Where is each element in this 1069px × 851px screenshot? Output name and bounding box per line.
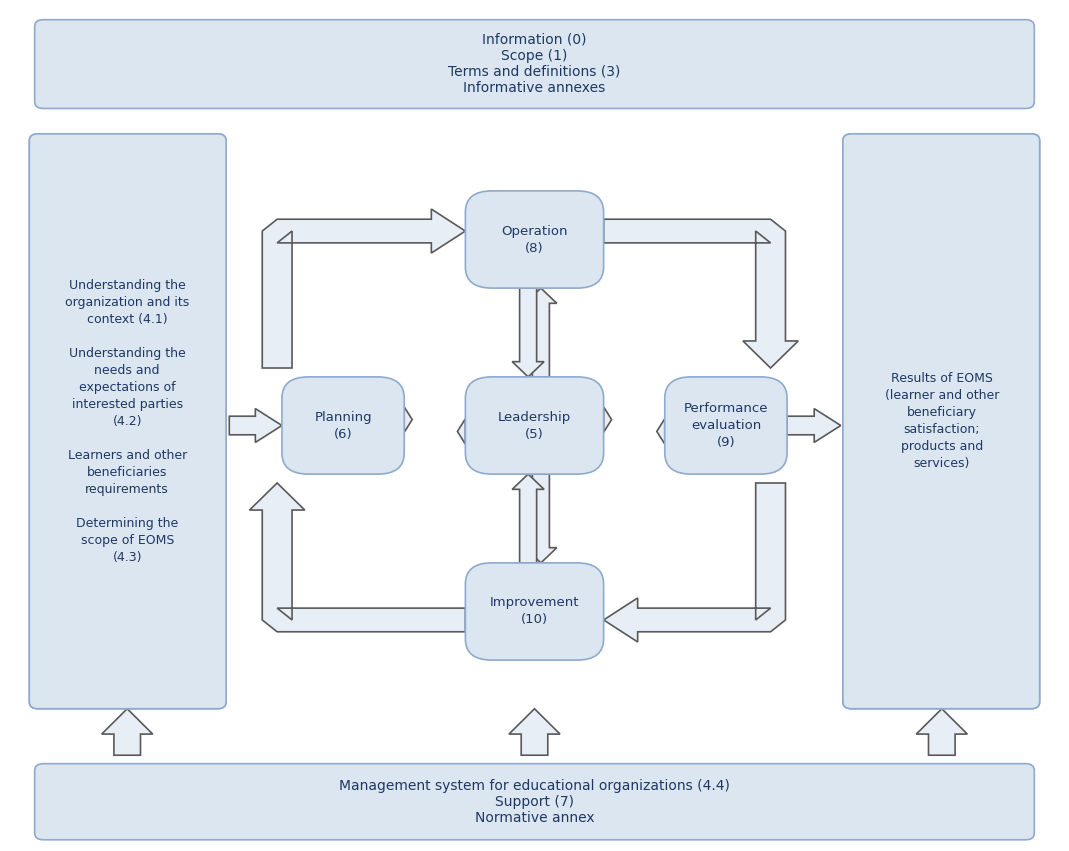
Text: Operation
(8): Operation (8) <box>501 225 568 254</box>
FancyBboxPatch shape <box>465 191 604 288</box>
Text: Results of EOMS
(learner and other
beneficiary
satisfaction;
products and
servic: Results of EOMS (learner and other benef… <box>885 372 1000 471</box>
FancyBboxPatch shape <box>29 134 227 709</box>
FancyBboxPatch shape <box>465 377 604 474</box>
Text: Improvement
(10): Improvement (10) <box>490 597 579 626</box>
FancyBboxPatch shape <box>29 134 227 709</box>
Polygon shape <box>102 709 153 755</box>
FancyBboxPatch shape <box>665 377 787 474</box>
Polygon shape <box>262 209 465 368</box>
Polygon shape <box>656 419 665 444</box>
Polygon shape <box>525 288 557 377</box>
Text: Results of EOMS
(learner and other
beneficiary
satisfaction;
products and
servic: Results of EOMS (learner and other benef… <box>885 372 1000 471</box>
Text: Planning
(6): Planning (6) <box>314 410 372 441</box>
Polygon shape <box>604 407 611 432</box>
Text: Performance
evaluation
(9): Performance evaluation (9) <box>684 402 769 449</box>
FancyBboxPatch shape <box>282 377 404 474</box>
Polygon shape <box>604 483 786 642</box>
Text: Understanding the
organization and its
context (4.1)

Understanding the
needs an: Understanding the organization and its c… <box>65 279 189 563</box>
Polygon shape <box>525 474 557 563</box>
FancyBboxPatch shape <box>34 763 1035 840</box>
Polygon shape <box>509 709 560 755</box>
Polygon shape <box>916 709 967 755</box>
FancyBboxPatch shape <box>34 20 1035 108</box>
Polygon shape <box>229 408 282 443</box>
Text: Management system for educational organizations (4.4)
Support (7)
Normative anne: Management system for educational organi… <box>339 779 730 825</box>
FancyBboxPatch shape <box>842 134 1040 709</box>
Polygon shape <box>458 419 465 444</box>
Polygon shape <box>512 288 544 377</box>
FancyBboxPatch shape <box>842 134 1040 709</box>
FancyBboxPatch shape <box>465 563 604 660</box>
Polygon shape <box>604 220 799 368</box>
Polygon shape <box>404 407 413 432</box>
Polygon shape <box>787 408 841 443</box>
Text: Understanding the
organization and its
context (4.1)

Understanding the
needs an: Understanding the organization and its c… <box>65 279 189 563</box>
Polygon shape <box>249 483 465 631</box>
Text: Information (0)
Scope (1)
Terms and definitions (3)
Informative annexes: Information (0) Scope (1) Terms and defi… <box>448 32 621 95</box>
Polygon shape <box>512 474 544 563</box>
Text: Leadership
(5): Leadership (5) <box>498 410 571 441</box>
